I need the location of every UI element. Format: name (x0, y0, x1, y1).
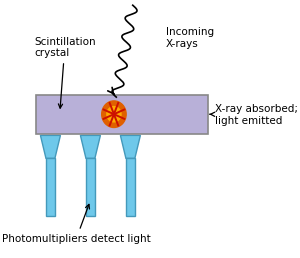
Text: X-ray absorbed;
light emitted: X-ray absorbed; light emitted (209, 104, 298, 126)
Text: Incoming
X-rays: Incoming X-rays (166, 27, 214, 49)
Bar (46, 158, 55, 216)
Polygon shape (40, 135, 60, 158)
Bar (86, 158, 95, 216)
Polygon shape (80, 135, 100, 158)
Circle shape (107, 107, 121, 122)
Circle shape (102, 101, 126, 127)
Bar (126, 158, 135, 216)
Polygon shape (120, 135, 140, 158)
Text: Scintillation
crystal: Scintillation crystal (34, 37, 96, 108)
Bar (36, 94, 208, 134)
Text: Photomultipliers detect light: Photomultipliers detect light (2, 204, 151, 244)
